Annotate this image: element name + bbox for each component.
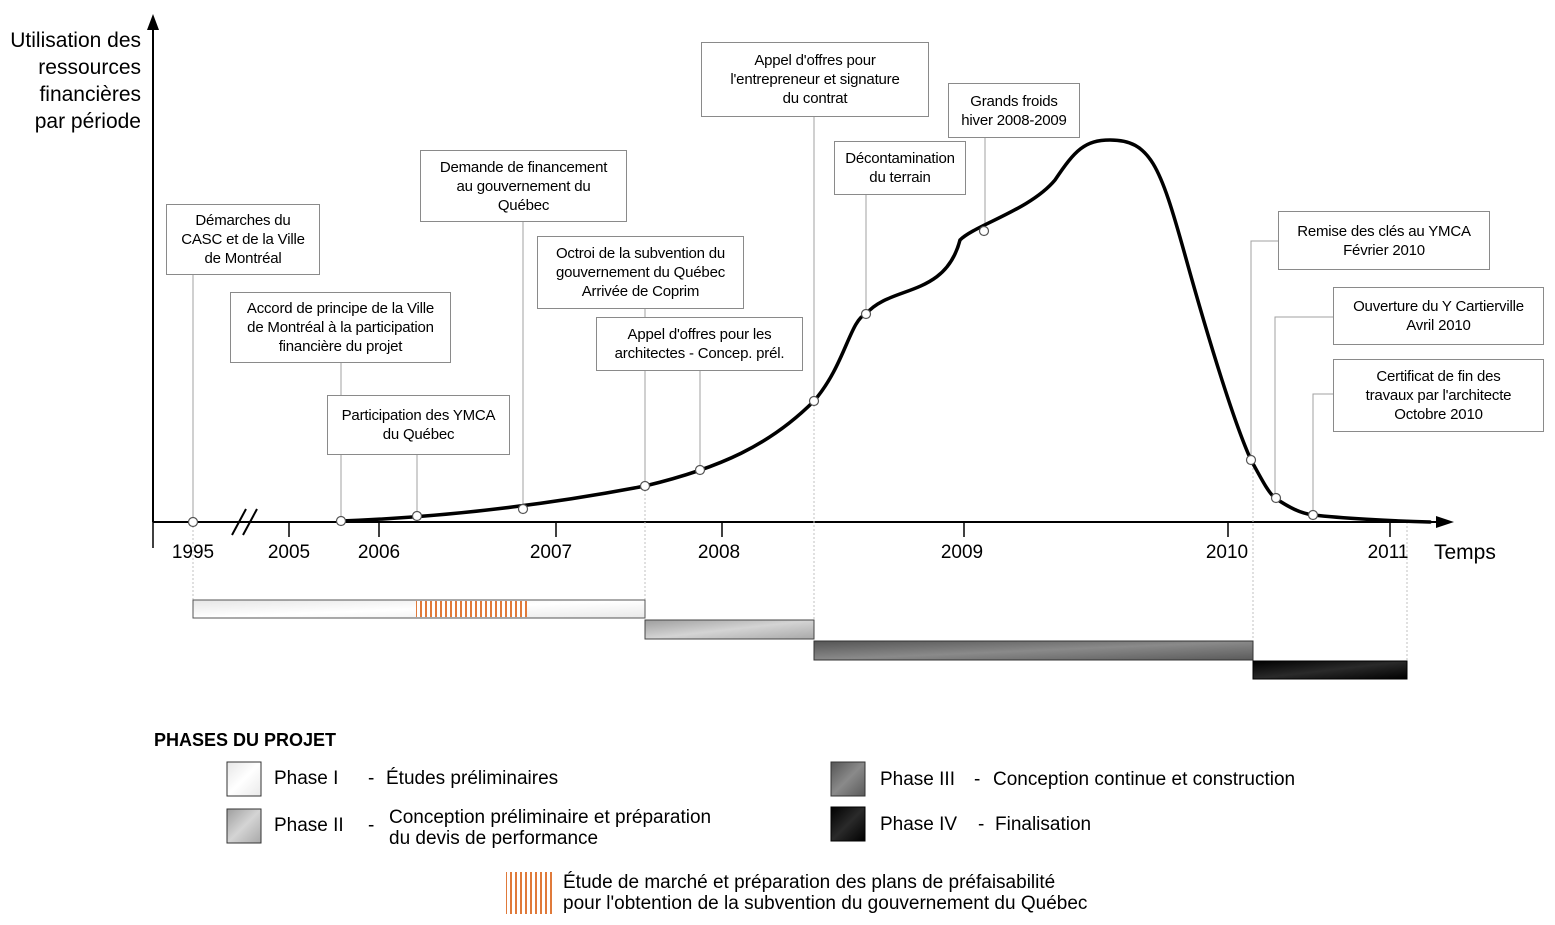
milestone-point (335, 515, 347, 527)
legend-dash: - (368, 768, 375, 789)
milestone-point (694, 464, 706, 476)
y-axis-title: Utilisation des ressources financières p… (10, 29, 141, 133)
callout-demande: Demande de financement au gouvernement d… (420, 150, 627, 222)
hatch-bar (416, 601, 527, 617)
legend-swatch-phase3 (830, 761, 866, 797)
milestone-point (808, 395, 820, 407)
callout-casc: Démarches du CASC et de la Ville de Mont… (166, 204, 320, 275)
year-label: 2007 (529, 542, 573, 563)
milestone-point (187, 516, 199, 528)
milestone-points (187, 225, 1319, 528)
callout-text: Participation des YMCA du Québec (341, 407, 496, 443)
legend-title: PHASES DU PROJET (154, 730, 337, 750)
legend-phase4-desc: Finalisation (995, 814, 1092, 835)
legend-swatch-phase2 (226, 808, 262, 844)
phase3-bar (813, 640, 1254, 661)
milestone-point (639, 480, 651, 492)
y-axis-arrow (147, 14, 159, 30)
callout-certificat: Certificat de fin des travaux par l'arch… (1333, 359, 1544, 432)
year-label: 1995 (171, 542, 215, 563)
callout-text: Décontamination du terrain (845, 150, 955, 186)
legend-swatch-hatch (506, 872, 552, 914)
year-label: 2006 (357, 542, 401, 563)
callout-text: Grands froids hiver 2008-2009 (961, 92, 1067, 129)
legend-hatch-desc: Étude de marché et préparation des plans… (563, 872, 1088, 914)
callout-text: Démarches du CASC et de la Ville de Mont… (181, 212, 305, 267)
legend-phase1-name: Phase I (274, 768, 339, 789)
callout-octroi: Octroi de la subvention du gouvernement … (537, 236, 744, 309)
phase4-bar (1252, 660, 1408, 680)
year-label: 2010 (1205, 542, 1249, 563)
year-label: 2009 (940, 542, 984, 563)
callout-text: Ouverture du Y Cartierville Avril 2010 (1353, 298, 1524, 334)
milestone-point (1270, 492, 1282, 504)
callout-remise-cles: Remise des clés au YMCA Février 2010 (1278, 211, 1490, 270)
year-label: 2008 (697, 542, 741, 563)
legend-phase3-name: Phase III (880, 769, 955, 790)
callout-appel-architectes: Appel d'offres pour les architectes - Co… (596, 317, 803, 371)
callout-text: Octroi de la subvention du gouvernement … (555, 245, 726, 300)
milestone-point (860, 308, 872, 320)
x-axis-title: Temps (1434, 541, 1496, 564)
axis-break (231, 508, 258, 536)
legend-dash: - (974, 769, 981, 790)
legend-swatch-phase4 (830, 806, 866, 842)
callout-ymca-quebec: Participation des YMCA du Québec (327, 395, 510, 455)
legend-dash: - (368, 815, 375, 836)
callout-text: Appel d'offres pour l'entrepreneur et si… (730, 52, 900, 107)
legend-phase3-desc: Conception continue et construction (993, 769, 1296, 790)
milestone-point (517, 503, 529, 515)
callout-decontamination: Décontamination du terrain (834, 141, 966, 195)
callout-text: Accord de principe de la Ville de Montré… (246, 300, 435, 355)
financial-curve (339, 138, 1432, 524)
callout-accord: Accord de principe de la Ville de Montré… (230, 292, 451, 363)
phase2-bar (644, 619, 815, 640)
legend-swatch-phase1 (226, 761, 262, 797)
year-label: 2005 (267, 542, 311, 563)
milestone-point (1307, 509, 1319, 521)
legend-phase4-name: Phase IV (880, 814, 958, 835)
callout-ouverture: Ouverture du Y Cartierville Avril 2010 (1333, 287, 1544, 345)
callout-text: Demande de financement au gouvernement d… (439, 158, 608, 214)
x-axis-arrow (1436, 516, 1454, 528)
milestone-point (978, 225, 990, 237)
legend-phase2-name: Phase II (274, 815, 344, 836)
legend-dash: - (978, 814, 985, 835)
callout-text: Remise des clés au YMCA Février 2010 (1297, 222, 1471, 259)
callout-grands-froids: Grands froids hiver 2008-2009 (948, 83, 1080, 138)
legend-phase2-desc: Conception préliminaire et préparation d… (389, 807, 712, 849)
legend-phase1-desc: Études préliminaires (386, 768, 559, 789)
milestone-point (1245, 454, 1257, 466)
callout-text: Appel d'offres pour les architectes - Co… (614, 326, 785, 362)
year-label: 2011 (1367, 542, 1409, 563)
callout-appel-entrepreneur: Appel d'offres pour l'entrepreneur et si… (701, 42, 929, 117)
milestone-point (411, 510, 423, 522)
callout-text: Certificat de fin des travaux par l'arch… (1365, 368, 1512, 423)
